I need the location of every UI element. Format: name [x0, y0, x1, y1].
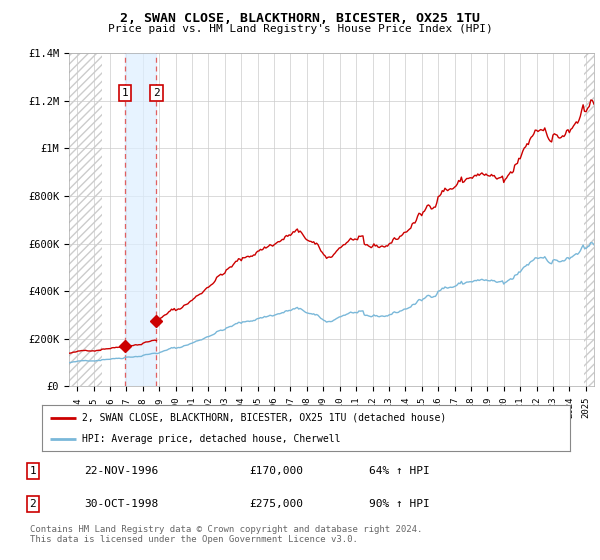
- Text: £170,000: £170,000: [249, 466, 303, 476]
- Text: 2, SWAN CLOSE, BLACKTHORN, BICESTER, OX25 1TU (detached house): 2, SWAN CLOSE, BLACKTHORN, BICESTER, OX2…: [82, 413, 446, 423]
- Text: 2, SWAN CLOSE, BLACKTHORN, BICESTER, OX25 1TU: 2, SWAN CLOSE, BLACKTHORN, BICESTER, OX2…: [120, 12, 480, 25]
- Text: 2: 2: [29, 500, 37, 509]
- Text: HPI: Average price, detached house, Cherwell: HPI: Average price, detached house, Cher…: [82, 435, 340, 444]
- Text: Contains HM Land Registry data © Crown copyright and database right 2024.
This d: Contains HM Land Registry data © Crown c…: [30, 525, 422, 544]
- Text: 1: 1: [121, 88, 128, 98]
- Bar: [584, 53, 594, 386]
- Bar: [125, 53, 157, 386]
- Text: 64% ↑ HPI: 64% ↑ HPI: [369, 466, 430, 476]
- Text: 30-OCT-1998: 30-OCT-1998: [84, 500, 158, 509]
- Text: 90% ↑ HPI: 90% ↑ HPI: [369, 500, 430, 509]
- Bar: [69, 53, 102, 386]
- Text: £275,000: £275,000: [249, 500, 303, 509]
- Text: 1: 1: [29, 466, 37, 476]
- Text: 2: 2: [153, 88, 160, 98]
- Text: Price paid vs. HM Land Registry's House Price Index (HPI): Price paid vs. HM Land Registry's House …: [107, 24, 493, 34]
- Text: 22-NOV-1996: 22-NOV-1996: [84, 466, 158, 476]
